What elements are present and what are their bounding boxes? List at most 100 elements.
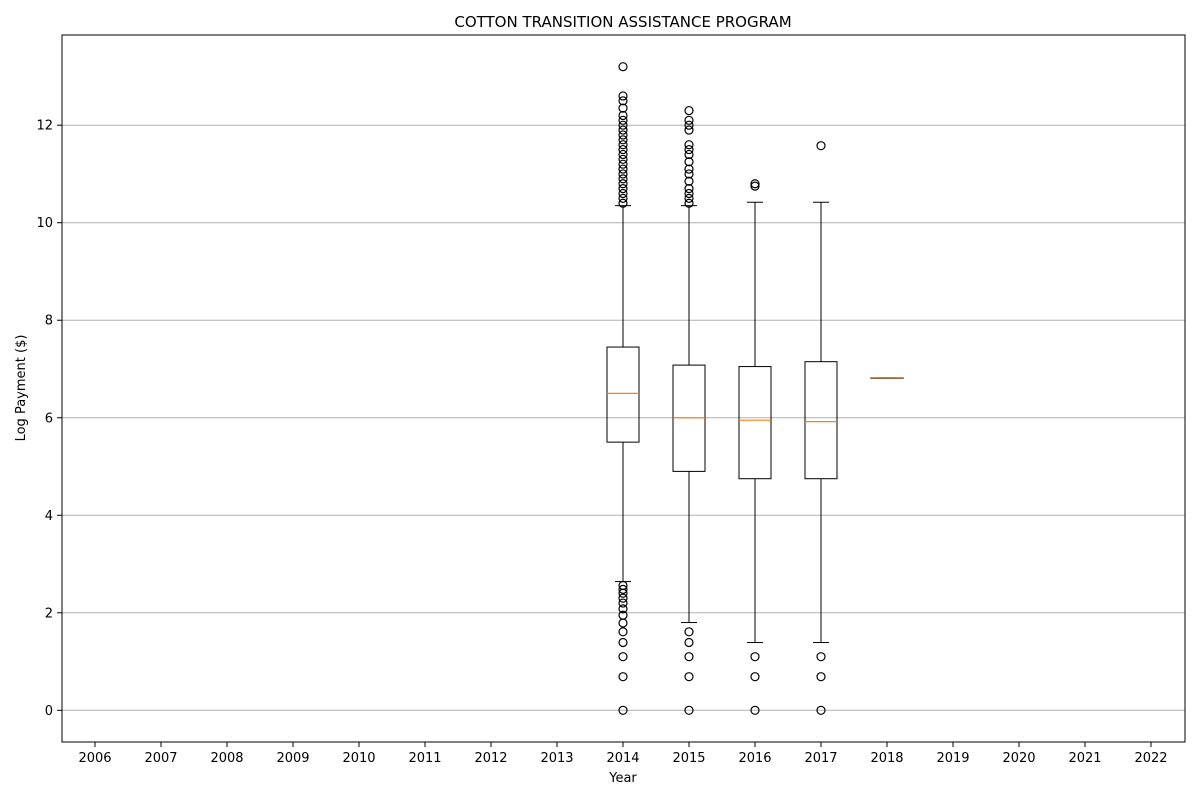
- outlier-point: [618, 159, 628, 169]
- outlier-point: [618, 110, 628, 121]
- iqr-box: [804, 361, 838, 480]
- chart-title: COTTON TRANSITION ASSISTANCE PROGRAM: [454, 13, 791, 31]
- x-tick-label: 2018: [870, 751, 903, 766]
- outlier-point: [618, 705, 628, 715]
- outlier-point: [816, 705, 826, 715]
- outlier-point: [684, 188, 694, 199]
- x-tick-label: 2022: [1134, 751, 1167, 766]
- outlier-point: [618, 637, 628, 648]
- outlier-point: [618, 610, 628, 620]
- x-axis-label: Year: [608, 771, 637, 786]
- outlier-point: [618, 604, 628, 614]
- x-tick-label: 2006: [78, 751, 111, 766]
- outlier-point: [618, 618, 628, 628]
- y-axis-label: Log Payment ($): [14, 335, 29, 442]
- y-tick-label: 2: [45, 606, 53, 621]
- box-2017: [804, 141, 838, 715]
- outlier-point: [750, 181, 760, 191]
- x-tick-label: 2008: [210, 751, 243, 766]
- outlier-point: [750, 672, 760, 682]
- outlier-point: [816, 672, 826, 682]
- box-2015: [672, 105, 706, 715]
- outlier-point: [816, 652, 826, 662]
- x-tick-label: 2016: [738, 751, 771, 766]
- outlier-point: [618, 164, 628, 174]
- outlier-point: [618, 135, 628, 145]
- outlier-point: [816, 141, 826, 151]
- outlier-point: [684, 120, 694, 130]
- outlier-point: [750, 652, 760, 662]
- outlier-point: [618, 140, 628, 150]
- x-tick-label: 2019: [936, 751, 969, 766]
- x-tick-label: 2012: [474, 751, 507, 766]
- outlier-point: [684, 193, 694, 203]
- iqr-box: [606, 346, 640, 443]
- outlier-point: [618, 672, 628, 682]
- x-tick-label: 2015: [672, 751, 705, 766]
- y-tick-label: 4: [45, 509, 53, 524]
- outlier-point: [750, 705, 760, 715]
- x-axis: 2006 2007 2008 2009 2010 2011 2012 2013 2014 2015…: [78, 742, 1168, 766]
- outlier-point: [684, 149, 694, 160]
- outlier-point: [618, 62, 628, 72]
- outlier-point: [684, 144, 694, 155]
- box-plots: [606, 62, 904, 715]
- y-tick-label: 10: [36, 216, 53, 231]
- outlier-point: [618, 179, 628, 189]
- outlier-point: [618, 188, 628, 199]
- outlier-point: [618, 598, 628, 608]
- x-tick-label: 2013: [540, 751, 573, 766]
- outlier-point: [618, 149, 628, 160]
- outlier-point: [618, 144, 628, 155]
- box-2018: [870, 377, 904, 379]
- outlier-point: [684, 115, 694, 125]
- outlier-point: [618, 125, 628, 135]
- outlier-point: [684, 705, 694, 715]
- outlier-point: [618, 580, 628, 591]
- outlier-point: [684, 164, 694, 174]
- y-tick-label: 0: [45, 704, 53, 719]
- outlier-point: [684, 125, 694, 135]
- outlier-point: [684, 176, 694, 186]
- outlier-point: [618, 103, 628, 113]
- outlier-point: [618, 584, 628, 594]
- outlier-point: [684, 627, 694, 637]
- x-tick-label: 2007: [144, 751, 177, 766]
- outlier-point: [618, 593, 628, 603]
- outlier-point: [618, 652, 628, 662]
- box-2014: [606, 62, 640, 715]
- outlier-point: [684, 140, 694, 150]
- outlier-point: [618, 130, 628, 140]
- x-tick-label: 2011: [408, 751, 441, 766]
- outlier-point: [684, 183, 694, 194]
- outlier-point: [684, 169, 694, 179]
- outlier-point: [618, 154, 628, 164]
- outlier-point: [684, 637, 694, 648]
- outlier-point: [618, 627, 628, 637]
- outlier-point: [618, 96, 628, 106]
- outlier-point: [618, 91, 628, 101]
- x-tick-label: 2020: [1002, 751, 1035, 766]
- outlier-point: [618, 193, 628, 203]
- x-tick-label: 2021: [1068, 751, 1101, 766]
- outlier-point: [618, 198, 628, 208]
- x-tick-label: 2010: [342, 751, 375, 766]
- outlier-point: [684, 652, 694, 662]
- y-tick-label: 6: [45, 411, 53, 426]
- outlier-point: [684, 672, 694, 682]
- outlier-point: [684, 105, 694, 116]
- outlier-point: [618, 174, 628, 184]
- outlier-point: [618, 115, 628, 125]
- y-axis: 0 2 4 6 8 10 12: [36, 119, 62, 719]
- x-tick-label: 2009: [276, 751, 309, 766]
- y-tick-label: 12: [36, 119, 53, 134]
- y-tick-label: 8: [45, 314, 53, 329]
- x-tick-label: 2017: [804, 751, 837, 766]
- outlier-point: [750, 179, 760, 189]
- x-tick-label: 2014: [606, 751, 639, 766]
- outlier-point: [618, 120, 628, 130]
- outlier-point: [684, 157, 694, 167]
- outlier-point: [618, 183, 628, 194]
- outlier-point: [618, 169, 628, 179]
